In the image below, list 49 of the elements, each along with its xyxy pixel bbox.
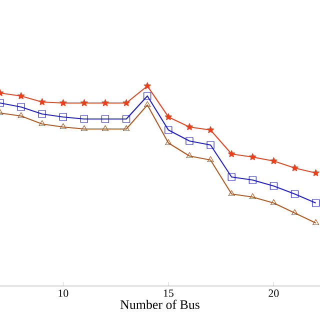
point: [249, 153, 256, 160]
point: [80, 125, 88, 132]
point: [144, 82, 151, 90]
point: [122, 125, 130, 132]
point: [17, 103, 25, 111]
point: [38, 120, 46, 126]
point: [228, 173, 236, 181]
point: [270, 182, 278, 190]
point: [249, 193, 256, 200]
point: [206, 141, 214, 149]
point: [18, 112, 24, 118]
point: [144, 92, 152, 100]
point: [291, 209, 298, 216]
point: [248, 176, 256, 184]
point: [207, 156, 214, 162]
point: [17, 92, 25, 100]
point: [186, 137, 194, 145]
x-tick-label: 10: [58, 290, 68, 297]
x-tick-label: 20: [268, 290, 279, 297]
point: [122, 99, 130, 106]
point: [270, 157, 278, 164]
point: [80, 99, 88, 106]
point: [186, 152, 193, 158]
point: [312, 199, 320, 207]
point: [101, 115, 110, 123]
point: [144, 101, 151, 108]
point: [122, 115, 130, 123]
point: [312, 169, 320, 176]
point: [228, 190, 235, 196]
point: [312, 219, 320, 226]
point: [228, 150, 236, 158]
point: [60, 123, 66, 130]
point: [164, 126, 172, 134]
point: [38, 98, 46, 106]
point: [60, 99, 67, 106]
point: [291, 164, 298, 172]
point: [290, 190, 299, 198]
point: [165, 139, 172, 146]
point: [80, 115, 88, 123]
point: [186, 123, 194, 130]
point: [59, 113, 67, 121]
point: [164, 113, 172, 120]
point: [38, 110, 46, 118]
point: [102, 99, 109, 106]
x-tick-label: 15: [164, 290, 174, 297]
point: [206, 126, 214, 134]
point: [270, 199, 278, 206]
x-axis-title: Number of Bus: [120, 300, 200, 309]
point: [102, 125, 109, 132]
